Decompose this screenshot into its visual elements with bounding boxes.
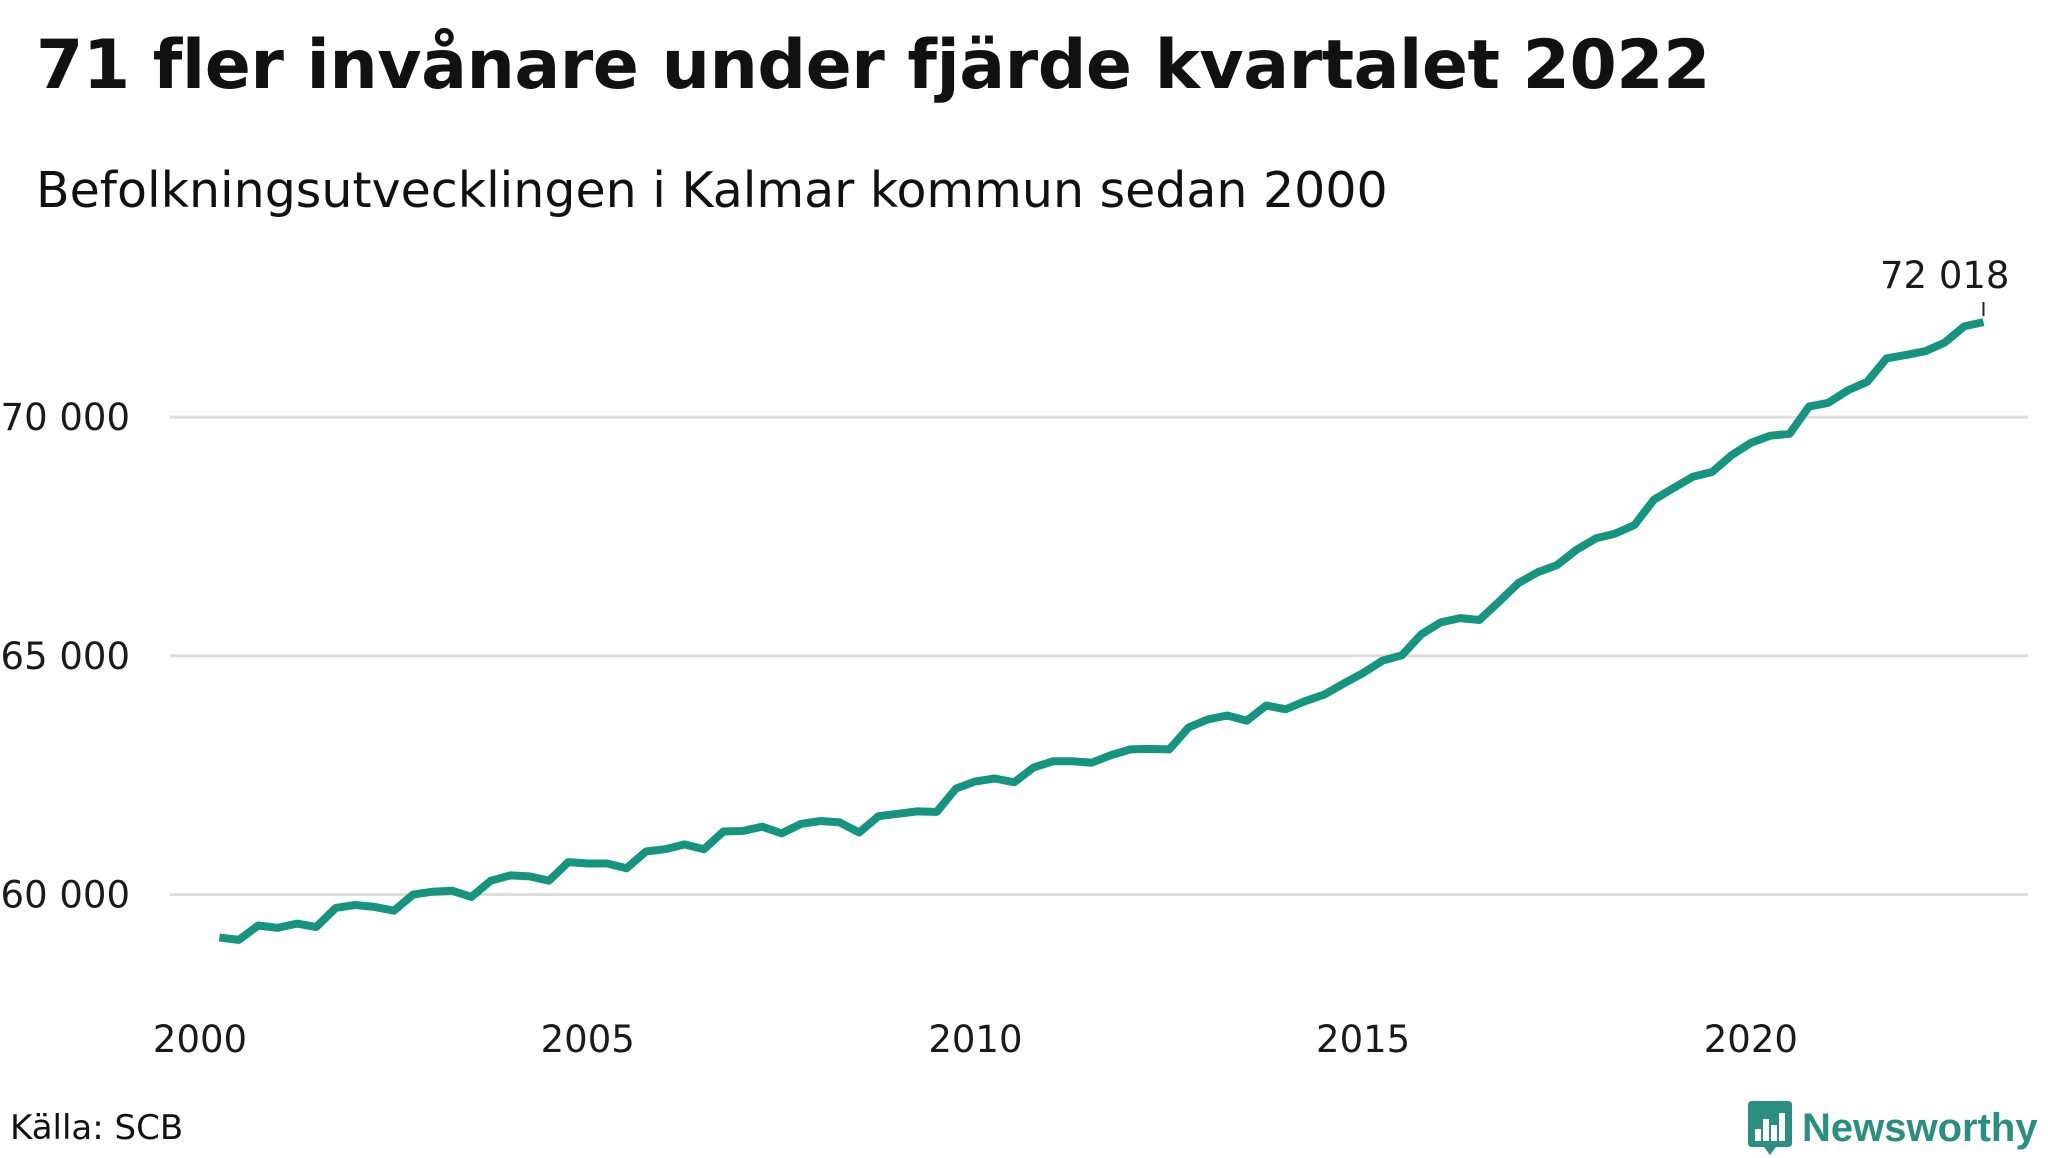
- brand-name: Newsworthy: [1802, 1105, 2038, 1150]
- y-axis-tick-labels: 60 000 65 000 70 000: [1, 396, 130, 916]
- x-tick-label: 2015: [1316, 1018, 1410, 1061]
- y-tick-label: 65 000: [1, 635, 130, 678]
- source-note: Källa: SCB: [10, 1108, 184, 1148]
- x-tick-label: 2000: [153, 1018, 247, 1061]
- series-layer: [218, 318, 1985, 944]
- series-line: [218, 318, 1985, 944]
- x-tick-label: 2020: [1704, 1018, 1798, 1061]
- newsworthy-logo[interactable]: Newsworthy: [1748, 1098, 2038, 1158]
- gridlines: [170, 415, 2028, 897]
- x-axis-tick-labels: 2000 2005 2010 2015 2020: [153, 1018, 1798, 1061]
- x-tick-label: 2010: [928, 1018, 1022, 1061]
- y-tick-label: 60 000: [1, 874, 130, 917]
- bar-chart-logo-icon: [1748, 1101, 1792, 1155]
- x-tick-label: 2005: [541, 1018, 635, 1061]
- end-label-layer: 72 018: [1880, 254, 2009, 317]
- chart-title: 71 fler invånare under fjärde kvartalet …: [36, 26, 1710, 105]
- y-tick-label: 70 000: [1, 396, 130, 439]
- chart-subtitle: Befolkningsutvecklingen i Kalmar kommun …: [36, 162, 1388, 219]
- end-value-label: 72 018: [1880, 254, 2009, 297]
